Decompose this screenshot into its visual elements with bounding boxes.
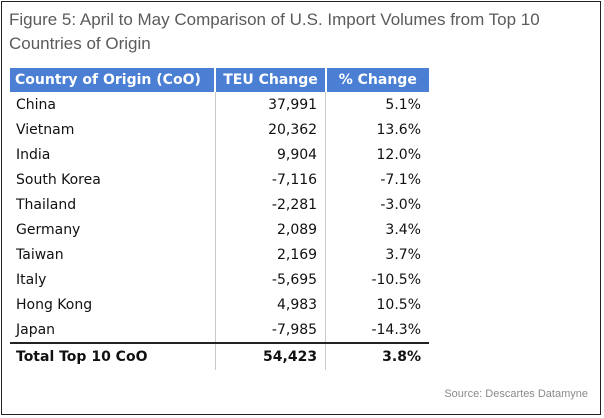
- total-teu-change-cell: 54,423: [215, 342, 327, 370]
- table-row: Vietnam 20,362 13.6%: [10, 117, 429, 142]
- percent-change-cell: 13.6%: [376, 121, 421, 138]
- total-row: Total Top 10 CoO 54,423 3.8%: [10, 342, 429, 370]
- total-percent-change-cell: 3.8%: [325, 342, 429, 370]
- table-row: Japan -7,985 -14.3%: [10, 317, 429, 343]
- teu-change-cell: 20,362: [215, 117, 327, 142]
- country-cell: Germany: [10, 217, 216, 242]
- total-country-cell: Total Top 10 CoO: [10, 342, 216, 370]
- table-body: China 37,991 5.1% Vietnam 20,362 13.6% India 9,…: [10, 92, 429, 370]
- country-cell: Vietnam: [10, 117, 216, 142]
- teu-change-cell: -5,695: [215, 267, 327, 292]
- country-cell: Italy: [10, 267, 216, 292]
- country-cell: Hong Kong: [10, 292, 216, 317]
- import-volume-table: Country of Origin (CoO) TEU Change % Cha…: [10, 68, 429, 370]
- table-row: Taiwan 2,169 3.7%: [10, 242, 429, 267]
- percent-change-cell: 5.1%: [385, 96, 421, 113]
- table-row: Italy -5,695 -10.5%: [10, 267, 429, 292]
- teu-change-cell: 2,169: [215, 242, 327, 267]
- country-cell: India: [10, 142, 216, 167]
- table-row: India 9,904 12.0%: [10, 142, 429, 167]
- column-header-country: Country of Origin (CoO): [10, 68, 217, 92]
- table-header-row: Country of Origin (CoO) TEU Change % Cha…: [10, 68, 429, 92]
- country-cell: Thailand: [10, 192, 216, 217]
- country-cell: South Korea: [10, 167, 216, 192]
- figure-title: Figure 5: April to May Comparison of U.S…: [9, 10, 540, 53]
- percent-change-cell: -3.0%: [380, 196, 421, 213]
- table-row: China 37,991 5.1%: [10, 92, 429, 117]
- percent-change-cell: -10.5%: [371, 271, 421, 288]
- table-row: Hong Kong 4,983 10.5%: [10, 292, 429, 317]
- teu-change-cell: -7,985: [215, 317, 327, 343]
- country-cell: Taiwan: [10, 242, 216, 267]
- percent-change-cell: 10.5%: [376, 296, 421, 313]
- table-row: Thailand -2,281 -3.0%: [10, 192, 429, 217]
- teu-change-cell: 37,991: [215, 92, 327, 117]
- teu-change-cell: 9,904: [215, 142, 327, 167]
- country-cell: Japan: [10, 317, 216, 343]
- teu-change-cell: -2,281: [215, 192, 327, 217]
- percent-change-cell: 3.4%: [385, 221, 421, 238]
- country-cell: China: [10, 92, 216, 117]
- table-row: Germany 2,089 3.4%: [10, 217, 429, 242]
- percent-change-cell: 12.0%: [376, 146, 421, 163]
- table-row: South Korea -7,116 -7.1%: [10, 167, 429, 192]
- teu-change-cell: 4,983: [215, 292, 327, 317]
- teu-change-cell: 2,089: [215, 217, 327, 242]
- percent-change-cell: -7.1%: [380, 171, 421, 188]
- column-header-percent-change: % Change: [325, 68, 429, 92]
- teu-change-cell: -7,116: [215, 167, 327, 192]
- source-note: Source: Descartes Datamyne: [444, 388, 588, 400]
- column-header-teu-change: TEU Change: [215, 68, 327, 92]
- percent-change-cell: 3.7%: [385, 246, 421, 263]
- percent-change-cell: -14.3%: [371, 321, 421, 338]
